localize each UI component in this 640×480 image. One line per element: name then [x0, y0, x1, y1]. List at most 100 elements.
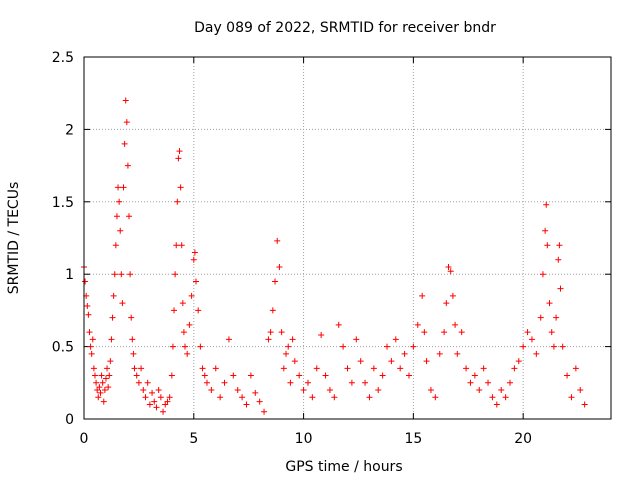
data-point [129, 336, 136, 343]
data-point [476, 387, 483, 394]
data-point [155, 387, 162, 394]
data-point [96, 384, 103, 391]
data-point [533, 350, 540, 357]
data-point [384, 343, 391, 350]
x-tick-label: 5 [189, 431, 198, 447]
data-point [123, 119, 130, 126]
data-point [397, 365, 404, 372]
x-tick-label: 20 [514, 431, 532, 447]
data-point [174, 198, 181, 205]
data-point [520, 343, 527, 350]
data-point [261, 408, 268, 415]
data-point [375, 387, 382, 394]
data-point [172, 271, 179, 278]
data-point [138, 365, 145, 372]
data-point [405, 372, 412, 379]
data-point [116, 198, 123, 205]
data-point [410, 343, 417, 350]
data-point [318, 332, 325, 339]
data-point [493, 401, 500, 408]
data-point [124, 162, 131, 169]
data-point [414, 321, 421, 328]
data-point [419, 292, 426, 299]
data-point [160, 408, 167, 415]
data-point [524, 329, 531, 336]
data-point [164, 398, 171, 405]
data-point [82, 278, 89, 285]
data-point [401, 350, 408, 357]
data-point [441, 329, 448, 336]
data-point [287, 379, 294, 386]
data-point [135, 379, 142, 386]
data-point [283, 350, 290, 357]
y-tick-label: 2.5 [52, 50, 74, 66]
data-point [111, 271, 118, 278]
data-point [331, 394, 338, 401]
data-point [274, 237, 281, 244]
data-point [366, 394, 373, 401]
data-point [168, 372, 175, 379]
data-point [93, 379, 100, 386]
data-point [175, 155, 182, 162]
y-tick-label: 2 [65, 122, 74, 138]
data-point [197, 343, 204, 350]
x-tick-label: 15 [404, 431, 422, 447]
data-point [118, 271, 125, 278]
data-point [348, 379, 355, 386]
data-point [199, 365, 206, 372]
data-point [471, 372, 478, 379]
data-point [445, 263, 452, 270]
data-point [157, 394, 164, 401]
data-point [506, 379, 513, 386]
data-point [322, 372, 329, 379]
data-point [85, 311, 92, 318]
data-point [577, 387, 584, 394]
data-point [452, 321, 459, 328]
data-point [544, 242, 551, 249]
data-point [265, 336, 272, 343]
grid-lines [84, 57, 611, 419]
data-point [458, 329, 465, 336]
data-point [131, 365, 138, 372]
x-tick-label: 0 [80, 431, 89, 447]
data-point [326, 387, 333, 394]
data-point [556, 242, 563, 249]
x-axis-label: GPS time / hours [285, 459, 402, 475]
data-point [550, 343, 557, 350]
y-axis-label: SRMTID / TECUs [6, 182, 22, 295]
data-point [502, 394, 509, 401]
data-point [184, 350, 191, 357]
data-point [515, 358, 522, 365]
data-point [171, 307, 178, 314]
data-point [568, 394, 575, 401]
data-point [102, 375, 109, 382]
data-point [178, 242, 185, 249]
data-point [225, 336, 232, 343]
data-point [89, 336, 96, 343]
data-point [90, 365, 97, 372]
data-point [267, 329, 274, 336]
data-point [144, 379, 151, 386]
data-point [191, 249, 198, 256]
data-point [188, 292, 195, 299]
data-point [101, 387, 108, 394]
data-point [110, 292, 117, 299]
data-point [117, 227, 124, 234]
data-point [99, 379, 106, 386]
data-point [581, 401, 588, 408]
data-point [289, 336, 296, 343]
data-point [119, 300, 126, 307]
data-point [153, 404, 160, 411]
data-point [192, 278, 199, 285]
data-point [344, 365, 351, 372]
data-point [353, 336, 360, 343]
data-point [108, 336, 115, 343]
data-point [543, 201, 550, 208]
data-point [423, 358, 430, 365]
x-tick-label: 10 [295, 431, 313, 447]
data-point [126, 213, 133, 220]
data-point [87, 343, 94, 350]
data-point [146, 401, 153, 408]
data-point [280, 365, 287, 372]
